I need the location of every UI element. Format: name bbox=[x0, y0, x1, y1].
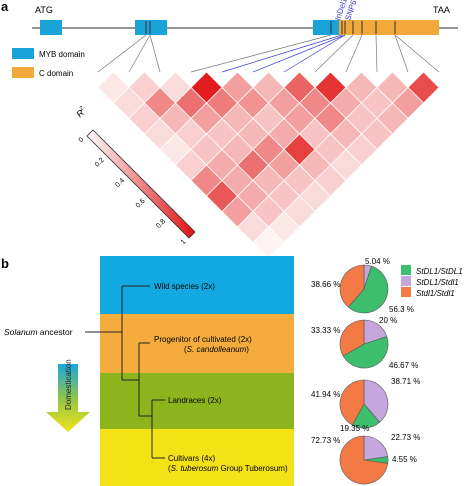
snp-ticks bbox=[145, 21, 396, 34]
ld-connector bbox=[252, 34, 346, 73]
legend-swatch-homozygous-recessive bbox=[401, 287, 411, 297]
ld-connector bbox=[190, 34, 332, 73]
ld-connector bbox=[97, 34, 147, 73]
colorbar-tick-label: 0.2 bbox=[94, 157, 106, 169]
genotype-legend: StDL1/StDL1 StDL1/Stdl1 Stdl1/Stdl1 bbox=[401, 265, 463, 298]
pie-wild-label-dom: 56.3 % bbox=[389, 305, 414, 314]
group-label-progenitor: Progenitor of cultivated (2x) bbox=[154, 335, 252, 344]
pie-slice bbox=[342, 336, 389, 369]
pie-wild-label-rec: 38.66 % bbox=[311, 280, 340, 289]
gene-model: ATG TAA InDel1 SNP6 bbox=[32, 0, 458, 35]
pie-progenitor-label-het: 20 % bbox=[379, 316, 397, 325]
pie-slice bbox=[339, 319, 365, 357]
pie-cultivar-slices bbox=[339, 435, 389, 485]
group-label-cultivar-species: (S. tuberosum Group Tuberosum) bbox=[168, 464, 288, 473]
colorbar-tick-label: 0.6 bbox=[135, 198, 147, 210]
pie-slice bbox=[339, 435, 389, 485]
pie-wild-label-het: 5.04 % bbox=[365, 257, 390, 266]
legend-swatch-heterozygous bbox=[401, 276, 411, 286]
ancestor-label: Solanum ancestor bbox=[4, 327, 73, 337]
domestication-arrow-shape bbox=[46, 364, 90, 432]
myb-legend-label: MYB domain bbox=[39, 50, 85, 59]
ld-connector bbox=[149, 34, 161, 73]
phylogeny-tree bbox=[85, 285, 165, 459]
c-domain-exon bbox=[339, 20, 439, 35]
pie-cultivar: 22.73 % 72.73 % 4.55 % bbox=[311, 433, 420, 485]
pie-landrace-label-dom: 19.35 % bbox=[340, 424, 369, 433]
colorbar-tick-label: 0 bbox=[78, 136, 86, 144]
start-codon-label: ATG bbox=[35, 5, 53, 15]
legend-swatch-homozygous-dominant bbox=[401, 265, 411, 275]
myb-exon-1 bbox=[40, 20, 62, 35]
pie-landrace: 38.71 % 41.94 % 19.35 % bbox=[311, 377, 420, 433]
pie-cultivar-label-rec: 72.73 % bbox=[311, 436, 340, 445]
pie-slice bbox=[339, 264, 365, 308]
pie-progenitor-slices bbox=[339, 319, 389, 369]
colorbar-ticks: 0 0.2 0.4 0.6 0.8 1 bbox=[78, 136, 188, 246]
pie-landrace-label-het: 38.71 % bbox=[391, 377, 420, 386]
colorbar-tick-label: 0.4 bbox=[114, 177, 126, 189]
pie-wild: 5.04 % 38.66 % 56.3 % bbox=[311, 257, 414, 314]
ld-connector bbox=[128, 34, 151, 73]
colorbar-tick-label: 0.8 bbox=[155, 218, 167, 230]
ld-connector bbox=[314, 34, 354, 73]
pie-cultivar-label-het: 22.73 % bbox=[391, 433, 420, 442]
band-wild bbox=[100, 256, 294, 314]
pie-slice bbox=[339, 379, 365, 426]
r2-colorbar: 0 0.2 0.4 0.6 0.8 1 R2 bbox=[74, 105, 196, 246]
ld-heatmap bbox=[97, 71, 440, 259]
pie-slice bbox=[347, 265, 389, 314]
ld-connector bbox=[221, 34, 343, 73]
ld-connector bbox=[394, 34, 440, 73]
stop-codon-label: TAA bbox=[433, 5, 450, 15]
myb-exon-3 bbox=[313, 20, 339, 35]
group-label-cultivar: Cultivars (4x) bbox=[168, 454, 215, 463]
pie-slice bbox=[363, 435, 389, 461]
pie-slice bbox=[363, 379, 389, 423]
ld-connector bbox=[375, 34, 378, 73]
group-label-landrace: Landraces (2x) bbox=[168, 396, 222, 405]
ld-connectors bbox=[97, 34, 440, 73]
band-cultivar bbox=[100, 429, 294, 486]
legend-label-heterozygous: StDL1/Stdl1 bbox=[416, 278, 459, 287]
legend-label-homozygous-dominant: StDL1/StDL1 bbox=[416, 267, 463, 276]
group-label-wild: Wild species (2x) bbox=[154, 282, 215, 291]
pie-landrace-label-rec: 41.94 % bbox=[311, 390, 340, 399]
legend-label-homozygous-recessive: Stdl1/Stdl1 bbox=[416, 289, 455, 298]
c-legend-label: C domain bbox=[39, 69, 73, 78]
phylogeny-bands bbox=[100, 256, 294, 486]
band-landrace bbox=[100, 373, 294, 429]
ld-connector bbox=[394, 34, 409, 73]
ld-connector bbox=[345, 34, 363, 73]
genotype-pies: 5.04 % 38.66 % 56.3 % 20 % 33.33 % 46.67… bbox=[311, 257, 420, 485]
colorbar-tick-label: 1 bbox=[180, 238, 188, 246]
pie-wild-slices bbox=[339, 264, 389, 314]
domain-legend: MYB domain C domain bbox=[12, 48, 85, 78]
colorbar-bar bbox=[86, 129, 196, 239]
domestication-arrow: Domestication bbox=[46, 359, 90, 432]
panel-a-label: a bbox=[1, 0, 9, 14]
panel-b-label: b bbox=[1, 256, 9, 271]
pie-progenitor-label-rec: 33.33 % bbox=[311, 326, 340, 335]
pie-progenitor-label-dom: 46.67 % bbox=[389, 361, 418, 370]
pie-cultivar-label-dom: 4.55 % bbox=[392, 455, 417, 464]
domestication-label: Domestication bbox=[64, 359, 73, 410]
myb-exon-2 bbox=[135, 20, 167, 35]
pie-progenitor: 20 % 33.33 % 46.67 % bbox=[311, 316, 418, 370]
c-legend-swatch bbox=[12, 67, 34, 78]
myb-legend-swatch bbox=[12, 48, 34, 59]
pie-landrace-slices bbox=[339, 379, 389, 429]
band-progenitor bbox=[100, 314, 294, 373]
group-label-progenitor-species: (S. candolleanum) bbox=[184, 345, 249, 354]
ld-connector bbox=[283, 34, 346, 73]
colorbar-title: R2 bbox=[74, 105, 88, 119]
